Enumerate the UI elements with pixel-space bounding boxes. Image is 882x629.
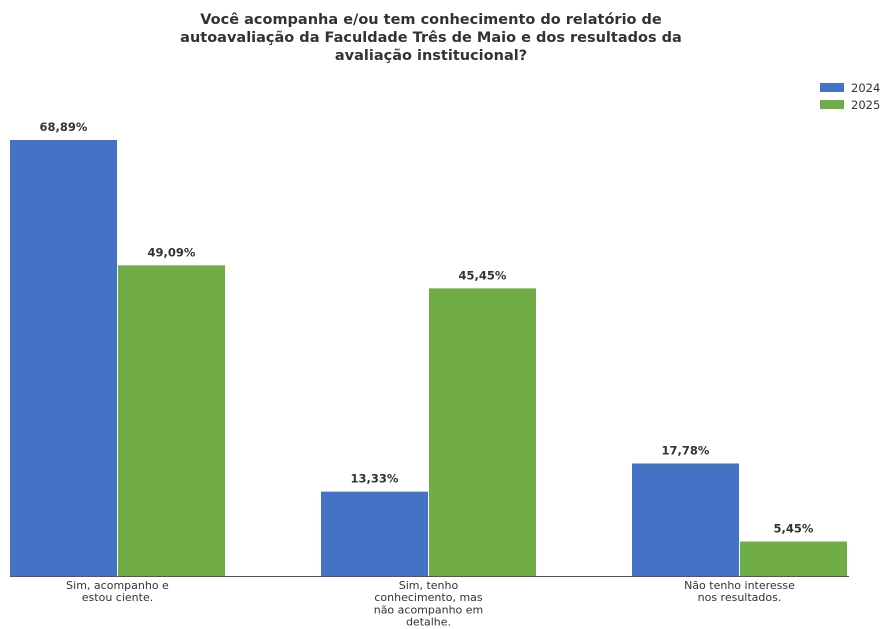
chart-title-line: autoavaliação da Faculdade Três de Maio …	[180, 30, 682, 46]
bar-2024-2	[321, 491, 428, 576]
bar-value-label: 5,45%	[774, 522, 814, 536]
category-label: Não tenho interesse	[684, 579, 795, 592]
bar-value-label: 13,33%	[351, 472, 399, 486]
bar-2024-1	[10, 140, 117, 576]
category-label: não acompanho em	[374, 603, 484, 616]
bar-value-label: 49,09%	[148, 245, 196, 259]
legend: 2024 2025	[820, 81, 880, 112]
bar-2025-2	[429, 288, 536, 576]
bar-2025-1	[118, 265, 225, 576]
category-label: nos resultados.	[698, 591, 782, 604]
category-label: estou ciente.	[82, 591, 153, 604]
bar-value-label: 45,45%	[459, 268, 507, 282]
legend-label: 2025	[851, 98, 880, 112]
legend-label: 2024	[851, 81, 880, 95]
bar-2025-3	[740, 541, 847, 576]
category-label: Sim, acompanho e	[66, 579, 169, 592]
bar-value-labels: 68,89% 13,33% 17,78% 49,09% 45,45% 5,45%	[40, 120, 814, 536]
chart-title-line: avaliação institucional?	[335, 48, 527, 64]
bar-value-label: 68,89%	[40, 120, 88, 134]
category-label: conhecimento, mas	[374, 591, 483, 604]
category-label: detalhe.	[406, 616, 451, 629]
chart-title-line: Você acompanha e/ou tem conhecimento do …	[200, 12, 662, 28]
legend-swatch-2024	[820, 83, 844, 92]
bar-2024-3	[632, 463, 739, 576]
category-label: Sim, tenho	[399, 579, 459, 592]
bar-value-label: 17,78%	[662, 443, 710, 457]
legend-swatch-2025	[820, 100, 844, 109]
bars	[10, 140, 847, 576]
chart-title: Você acompanha e/ou tem conhecimento do …	[180, 12, 682, 64]
